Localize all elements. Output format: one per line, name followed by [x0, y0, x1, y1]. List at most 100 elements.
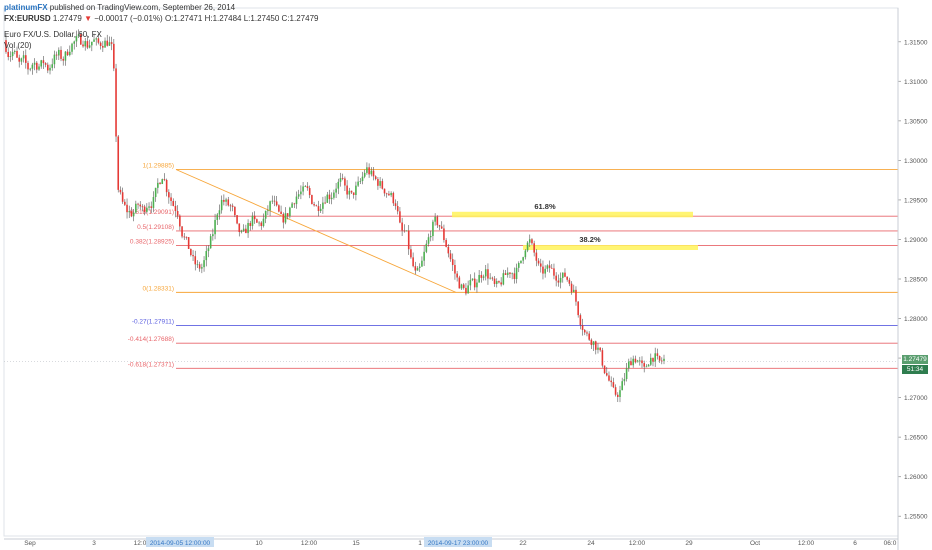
candle-body — [438, 225, 441, 227]
candle-body — [284, 213, 287, 223]
candle-body — [214, 219, 216, 235]
candle-body — [97, 38, 100, 43]
last-price: 1.27479 — [52, 14, 82, 23]
candle-body — [95, 38, 98, 40]
candle-body — [240, 230, 243, 233]
y-tick-label: 1.28000 — [904, 316, 928, 323]
candle-body — [308, 188, 311, 196]
candle-body — [304, 186, 307, 188]
candle-body — [568, 279, 571, 284]
candle-body — [385, 193, 388, 195]
x-tick-label: 1 — [418, 540, 422, 547]
candle-body — [603, 365, 606, 374]
x-tick-label: 6 — [853, 540, 857, 547]
candle-body — [7, 51, 10, 57]
candle-body — [577, 301, 579, 316]
y-tick-label: 1.29500 — [904, 197, 928, 204]
candle-body — [467, 285, 469, 294]
candle-body — [86, 41, 89, 48]
candle-body — [590, 339, 593, 346]
candle-body — [172, 200, 175, 206]
candle-body — [645, 366, 648, 368]
candle-body — [73, 41, 76, 44]
candle-body — [511, 273, 513, 275]
x-tick-label: 12:00 — [301, 540, 318, 547]
candle-body — [328, 194, 331, 200]
candle-body — [196, 264, 199, 266]
candle-body — [141, 206, 144, 208]
candle-body — [93, 39, 95, 42]
candle-body — [249, 222, 252, 226]
candle-body — [300, 191, 302, 195]
candle-body — [357, 181, 359, 186]
candle-body — [339, 178, 342, 182]
candlestick-series — [4, 29, 898, 403]
publisher-link[interactable]: platinumFX — [4, 3, 48, 12]
candle-body — [53, 54, 56, 65]
change-arrow-icon: ▼ — [84, 14, 92, 23]
candle-body — [493, 278, 496, 284]
quote-line: FX:EURUSD 1.27479 ▼ −0.00017 (−0.01%) O:… — [4, 14, 318, 24]
candle-body — [542, 266, 544, 274]
candle-body — [601, 350, 604, 366]
candle-body — [212, 234, 214, 237]
candle-body — [634, 358, 637, 363]
x-tick-label: 12:00 — [798, 540, 815, 547]
y-tick-label: 1.27000 — [904, 395, 928, 402]
candle-body — [557, 280, 560, 283]
candle-body — [630, 360, 632, 366]
x-tick-label: 15 — [352, 540, 360, 547]
candle-body — [99, 42, 102, 46]
candle-body — [51, 64, 54, 68]
candle-body — [64, 51, 67, 61]
candle-body — [359, 180, 362, 182]
candle-body — [58, 49, 60, 56]
candle-body — [425, 243, 428, 252]
candle-body — [403, 230, 406, 232]
volume-indicator-label[interactable]: Vol (20) — [4, 41, 32, 50]
candle-body — [612, 382, 615, 388]
candle-body — [429, 236, 432, 238]
candle-body — [656, 353, 659, 356]
candle-body — [192, 255, 194, 257]
candle-body — [282, 213, 285, 223]
candle-body — [317, 206, 320, 211]
candle-body — [146, 207, 148, 212]
candle-body — [119, 189, 122, 193]
candle-body — [341, 178, 344, 179]
candle-body — [623, 379, 626, 382]
symbol-label[interactable]: FX:EURUSD — [4, 14, 51, 23]
candle-body — [251, 215, 254, 226]
candle-body — [242, 228, 245, 231]
candle-body — [498, 281, 500, 283]
candle-body — [526, 242, 529, 251]
fib-level-label: -0.27(1.27911) — [132, 319, 174, 326]
candle-body — [454, 265, 456, 274]
candle-body — [652, 357, 654, 362]
candle-body — [658, 355, 661, 361]
low-value: L:1.27450 — [243, 14, 280, 23]
high-value: H:1.27484 — [204, 14, 242, 23]
candle-body — [289, 207, 291, 217]
candle-body — [165, 179, 168, 193]
candle-body — [649, 357, 652, 365]
chart-grid — [3, 7, 899, 537]
candle-body — [179, 215, 181, 227]
y-tick-label: 1.26500 — [904, 435, 928, 442]
candle-body — [592, 341, 595, 346]
candle-body — [174, 205, 177, 212]
fib-trend-line — [175, 169, 457, 293]
candle-body — [605, 373, 608, 376]
candle-body — [55, 54, 58, 56]
candle-body — [216, 214, 219, 220]
candle-body — [346, 185, 348, 195]
candle-body — [414, 266, 417, 271]
candle-body — [209, 236, 212, 249]
candle-body — [44, 63, 47, 65]
candle-body — [418, 266, 421, 269]
y-tick-label: 1.31500 — [904, 39, 928, 46]
candle-body — [394, 203, 397, 207]
candle-body — [660, 360, 663, 362]
candle-body — [608, 375, 610, 381]
